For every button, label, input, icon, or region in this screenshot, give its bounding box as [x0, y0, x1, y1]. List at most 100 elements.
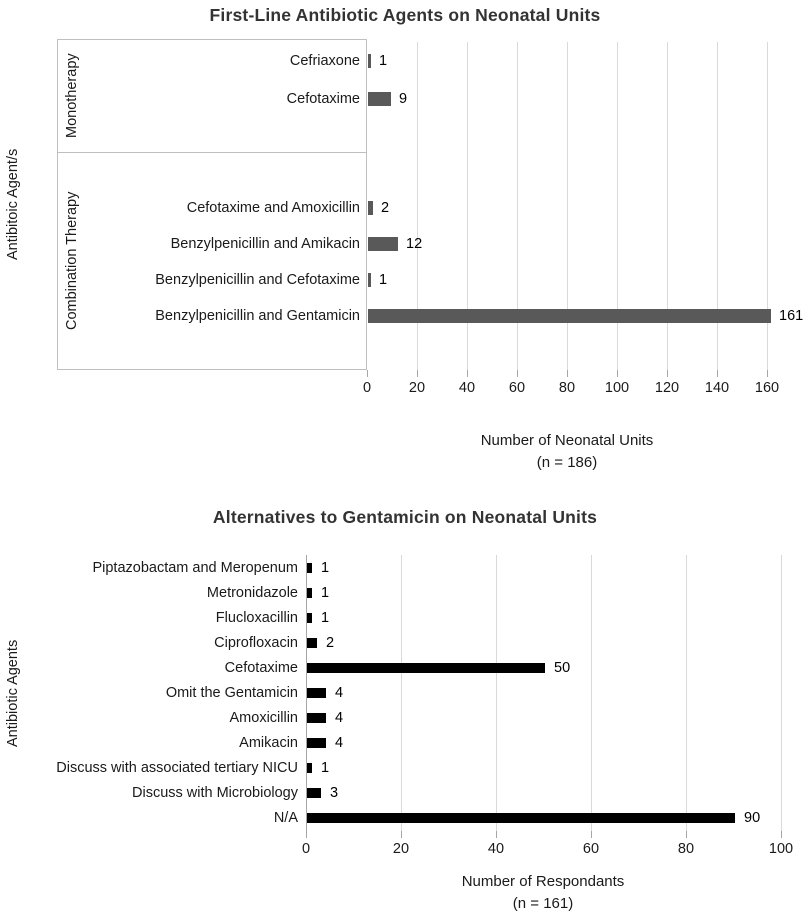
bar	[307, 713, 326, 723]
gridline	[517, 42, 518, 370]
x-tick-label: 80	[677, 841, 695, 857]
category-label: Metronidazole	[206, 585, 298, 601]
category-label: Benzylpenicillin and Cefotaxime	[155, 272, 360, 288]
tick-mark	[567, 370, 568, 377]
gridline	[591, 555, 592, 831]
category-label: Ciprofloxacin	[214, 635, 298, 651]
value-label: 1	[321, 610, 330, 626]
category-label: Cefotaxime and Amoxicillin	[186, 200, 360, 216]
gridline	[496, 555, 497, 831]
x-tick-label: 80	[558, 380, 576, 396]
gridline	[417, 42, 418, 370]
bar	[307, 613, 312, 623]
x-tick-label: 0	[362, 380, 372, 396]
chart-title: Alternatives to Gentamicin on Neonatal U…	[212, 507, 598, 527]
bar	[368, 273, 371, 287]
group-label: Combination Therapy	[64, 191, 80, 331]
bar	[307, 638, 317, 648]
bar	[307, 588, 312, 598]
x-axis-note: (n = 161)	[512, 895, 574, 912]
value-label: 1	[321, 560, 330, 576]
tick-mark	[467, 370, 468, 377]
bar	[368, 201, 373, 215]
value-label: 1	[379, 272, 388, 288]
x-tick-label: 120	[654, 380, 680, 396]
category-label: Flucloxacillin	[215, 610, 298, 626]
category-axis-line	[306, 555, 307, 838]
tick-mark	[401, 831, 402, 838]
x-tick-label: 100	[604, 380, 630, 396]
tick-mark	[617, 370, 618, 377]
tick-mark	[496, 831, 497, 838]
category-group-box	[57, 39, 367, 370]
category-label: N/A	[273, 810, 298, 826]
category-label: Discuss with associated tertiary NICU	[56, 760, 298, 776]
chart-first-line-antibiotics: First-Line Antibiotic Agents on Neonatal…	[5, 5, 804, 471]
bar	[368, 309, 771, 323]
gridline	[767, 42, 768, 370]
gridline	[667, 42, 668, 370]
bar	[368, 237, 398, 251]
x-tick-label: 140	[704, 380, 730, 396]
tick-mark	[417, 370, 418, 377]
x-tick-label: 100	[768, 841, 794, 857]
tick-mark	[781, 831, 782, 838]
tick-mark	[591, 831, 592, 838]
bar	[307, 563, 312, 573]
gridline	[617, 42, 618, 370]
x-axis-title: Number of Neonatal Units	[480, 432, 654, 449]
x-tick-label: 20	[408, 380, 426, 396]
bar	[307, 813, 735, 823]
value-label: 1	[379, 53, 388, 69]
gridline	[567, 42, 568, 370]
tick-mark	[767, 370, 768, 377]
tick-mark	[686, 831, 687, 838]
tick-mark	[517, 370, 518, 377]
gridline	[781, 555, 782, 831]
bar	[307, 688, 326, 698]
value-label: 4	[335, 710, 344, 726]
category-label: Benzylpenicillin and Gentamicin	[155, 308, 360, 324]
category-label: Cefotaxime	[286, 91, 360, 107]
tick-mark	[367, 370, 368, 377]
x-tick-label: 160	[754, 380, 780, 396]
x-tick-label: 20	[392, 841, 410, 857]
category-label: Discuss with Microbiology	[132, 785, 298, 801]
value-label: 3	[330, 785, 339, 801]
category-label: Piptazobactam and Meropenum	[92, 560, 298, 576]
x-tick-label: 40	[487, 841, 505, 857]
tick-mark	[717, 370, 718, 377]
value-label: 1	[321, 585, 330, 601]
category-label: Omit the Gentamicin	[165, 685, 298, 701]
bar	[307, 788, 321, 798]
value-label: 2	[381, 200, 390, 216]
value-label: 1	[321, 760, 330, 776]
group-divider	[57, 152, 367, 153]
bar	[307, 738, 326, 748]
value-label: 50	[554, 660, 571, 676]
gridline	[686, 555, 687, 831]
category-label: Benzylpenicillin and Amikacin	[170, 236, 360, 252]
category-label: Cefotaxime	[224, 660, 298, 676]
value-label: 90	[744, 810, 761, 826]
bar	[307, 763, 312, 773]
bar	[307, 663, 545, 673]
tick-mark	[667, 370, 668, 377]
value-label: 4	[335, 735, 344, 751]
bar	[368, 54, 371, 68]
category-label: Cefriaxone	[289, 53, 360, 69]
category-label: Amoxicillin	[229, 710, 299, 726]
x-tick-label: 0	[301, 841, 311, 857]
x-tick-label: 40	[458, 380, 476, 396]
value-label: 12	[406, 236, 423, 252]
chart-gentamicin-alternatives: Alternatives to Gentamicin on Neonatal U…	[0, 495, 810, 914]
value-label: 2	[326, 635, 335, 651]
gridline	[401, 555, 402, 831]
x-tick-label: 60	[582, 841, 600, 857]
value-label: 4	[335, 685, 344, 701]
value-label: 161	[779, 308, 804, 324]
bar	[368, 92, 391, 106]
value-label: 9	[399, 91, 408, 107]
x-axis-title: Number of Respondants	[461, 873, 625, 890]
